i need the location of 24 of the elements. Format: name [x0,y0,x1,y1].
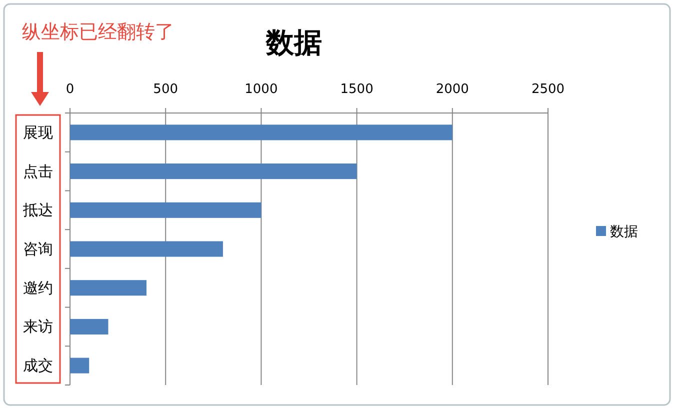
x-tick-label: 1500 [340,82,374,97]
y-tick-label: 成交 [23,356,53,375]
bar [70,358,90,374]
y-tick-label: 咨询 [23,240,53,258]
bar [70,164,357,180]
legend-label: 数据 [610,224,638,240]
legend: 数据 [596,224,638,240]
bar [70,280,146,296]
y-tick-label: 展现 [23,123,53,142]
y-tick-label: 邀约 [23,278,53,297]
x-tick-label: 1000 [244,82,278,97]
y-tick-label: 点击 [23,162,53,180]
x-tick-label: 500 [153,82,178,97]
chart-title: 数据 [265,26,322,59]
bar [70,241,223,257]
x-tick-label: 2000 [436,82,469,97]
y-tick-label: 来访 [23,318,53,336]
x-tick-label: 2500 [531,82,565,97]
bar [70,202,262,218]
bar [70,124,452,140]
bar [70,318,108,334]
x-tick-label: 0 [66,82,74,97]
y-tick-label: 抵达 [22,201,53,220]
text: 纵坐标已经翻转了 [22,21,174,43]
